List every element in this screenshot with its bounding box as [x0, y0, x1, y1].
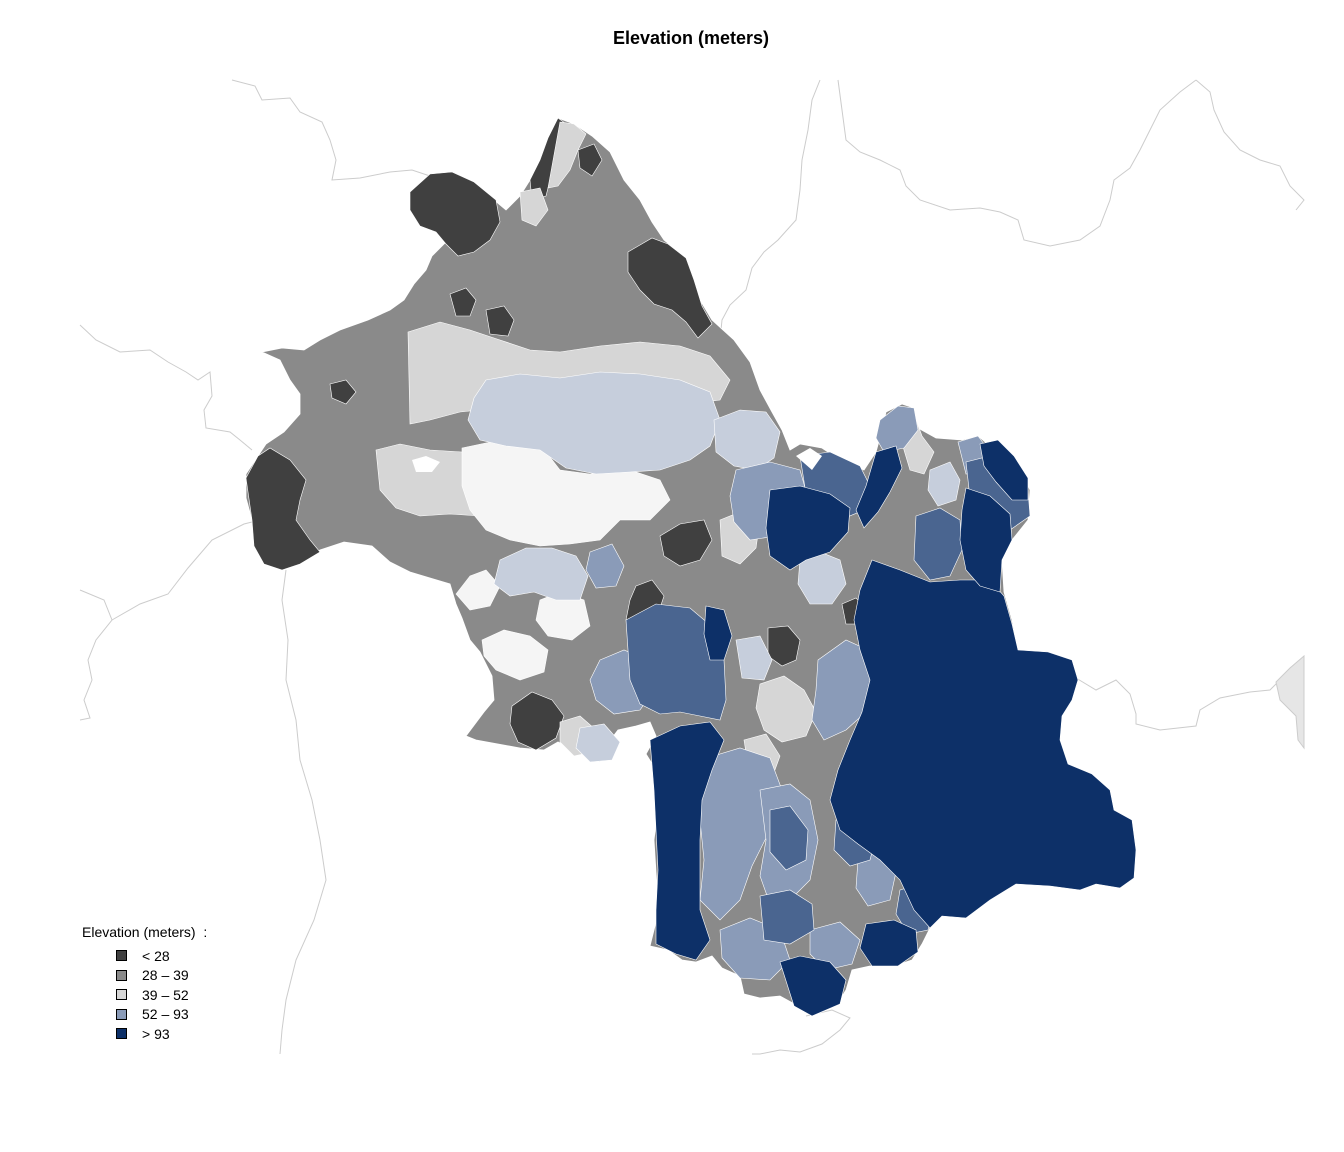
elevation-class-below-28 — [245, 117, 869, 751]
legend-item: 52 – 93 — [82, 1005, 207, 1025]
legend-label: > 93 — [142, 1025, 170, 1042]
neighbor-region-east — [1275, 654, 1305, 750]
legend-item: > 93 — [82, 1024, 207, 1044]
elevation-class-52-93-pale — [467, 371, 961, 763]
legend-label: 39 – 52 — [142, 986, 189, 1003]
legend-item: < 28 — [82, 946, 207, 966]
legend-title: Elevation (meters) : — [82, 924, 208, 940]
neighbor-border-far-north-east — [1195, 79, 1305, 211]
neighbor-border-south-east — [752, 1009, 851, 1055]
neighbor-border-east — [1075, 659, 1305, 731]
neighbor-border-south-west — [79, 589, 113, 721]
neighbor-border-north-centre — [719, 79, 821, 341]
legend-swatch — [116, 969, 127, 981]
legend-swatch — [116, 1028, 127, 1040]
legend-swatch — [116, 989, 127, 1001]
neighbor-border-north-west — [231, 79, 431, 181]
neighbor-borders — [79, 79, 1305, 1055]
legend-label: 28 – 39 — [142, 967, 189, 984]
legend-label: < 28 — [142, 947, 170, 964]
legend-label: 52 – 93 — [142, 1006, 189, 1023]
elevation-class-above-93 — [649, 439, 1137, 1017]
neighbor-border-west — [79, 324, 253, 451]
elevation-gaps — [412, 448, 822, 472]
map-title: Elevation (meters) — [612, 28, 770, 48]
legend-item: 28 – 39 — [82, 966, 207, 986]
neighbor-border-south — [279, 569, 327, 1055]
legend-item: 39 – 52 — [82, 985, 207, 1005]
legend-swatch — [116, 950, 127, 962]
legend: Elevation (meters) : < 28 28 – 39 39 – 5… — [82, 924, 207, 1044]
legend-swatch — [116, 1008, 127, 1020]
neighbor-border-south-west-2 — [111, 519, 261, 621]
neighbor-border-north-east — [837, 79, 1197, 247]
elevation-class-39-52-light — [455, 439, 671, 681]
